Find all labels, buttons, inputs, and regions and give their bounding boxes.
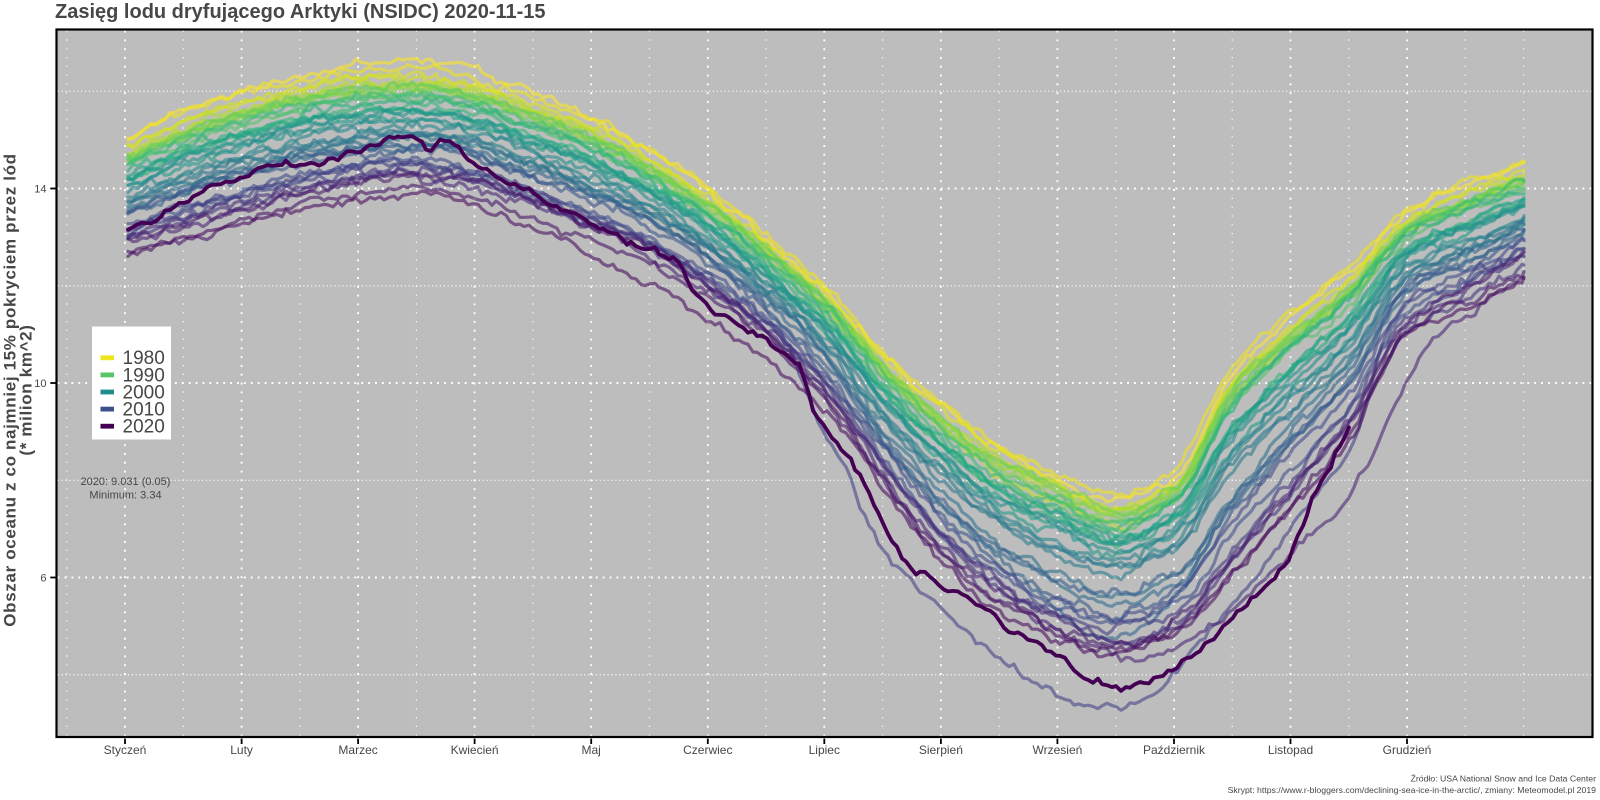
svg-text:Skrypt: https://www.r-bloggers: Skrypt: https://www.r-bloggers.com/decli… — [1228, 785, 1597, 795]
svg-text:Grudzień: Grudzień — [1383, 743, 1432, 757]
svg-text:Lipiec: Lipiec — [809, 743, 840, 757]
svg-text:2020: 2020 — [123, 417, 165, 438]
svg-text:Wrzesień: Wrzesień — [1033, 743, 1083, 757]
svg-text:Styczeń: Styczeń — [104, 743, 147, 757]
svg-text:Zasięg lodu dryfującego Arktyk: Zasięg lodu dryfującego Arktyki (NSIDC) … — [55, 1, 546, 23]
svg-text:Źródło: USA National Snow and: Źródło: USA National Snow and Ice Data C… — [1411, 774, 1597, 784]
svg-text:2010: 2010 — [123, 400, 165, 421]
svg-text:Marzec: Marzec — [338, 743, 377, 757]
svg-text:1980: 1980 — [123, 348, 165, 369]
svg-text:Luty: Luty — [230, 743, 253, 757]
svg-text:Maj: Maj — [582, 743, 601, 757]
svg-text:Sierpień: Sierpień — [919, 743, 963, 757]
svg-text:Październik: Październik — [1143, 743, 1206, 757]
svg-text:Czerwiec: Czerwiec — [683, 743, 732, 757]
svg-text:Obszar oceanu z co najmniej 15: Obszar oceanu z co najmniej 15% pokrycie… — [1, 153, 20, 626]
svg-text:6: 6 — [40, 573, 46, 585]
svg-text:Kwiecień: Kwiecień — [451, 743, 499, 757]
svg-text:10: 10 — [34, 378, 46, 390]
svg-text:(* milion km^2): (* milion km^2) — [17, 324, 36, 455]
svg-text:2020: 9.031 (0.05): 2020: 9.031 (0.05) — [81, 476, 171, 488]
svg-text:14: 14 — [34, 184, 46, 196]
svg-text:2000: 2000 — [123, 382, 165, 403]
svg-text:Minimum: 3.34: Minimum: 3.34 — [89, 490, 161, 502]
svg-text:Listopad: Listopad — [1268, 743, 1313, 757]
svg-text:1990: 1990 — [123, 365, 165, 386]
